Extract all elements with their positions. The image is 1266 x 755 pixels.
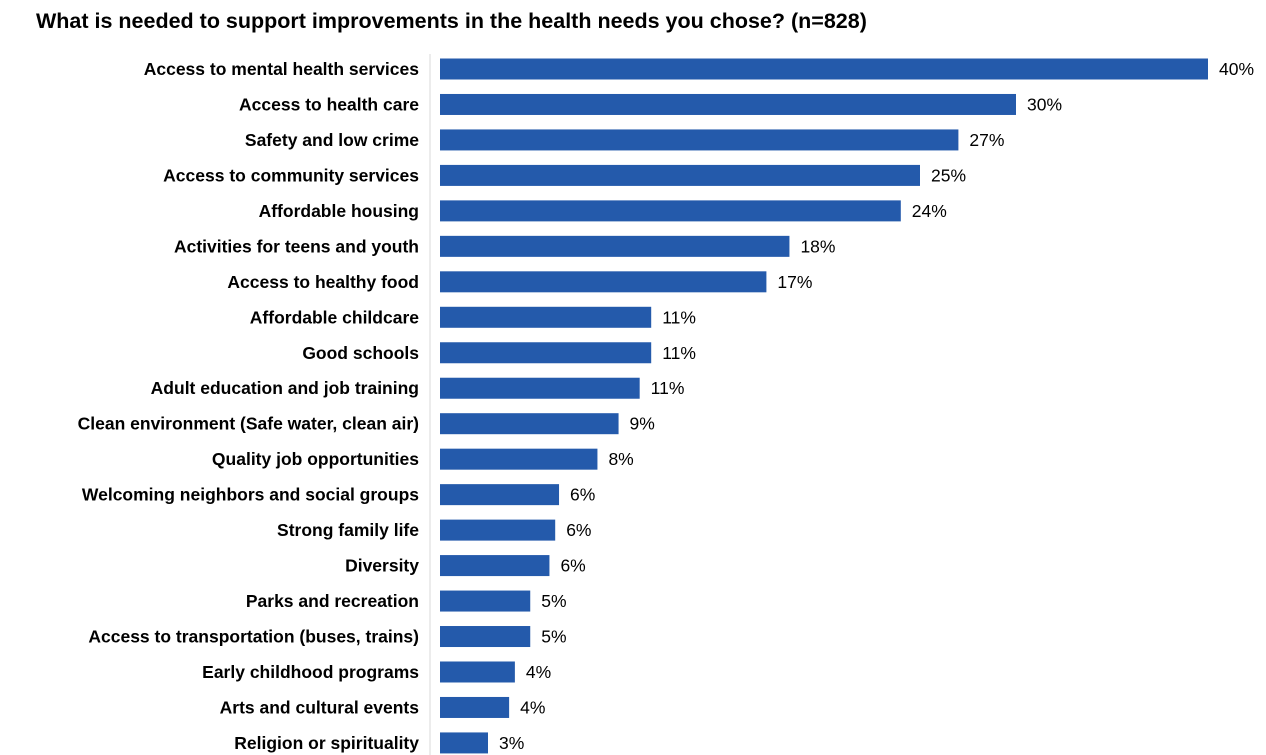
bar-clean-environment-safe-water-clean-air	[440, 413, 619, 435]
bar-affordable-housing	[440, 200, 901, 222]
category-label-welcoming-neighbors-and-social-groups: Welcoming neighbors and social groups	[82, 485, 419, 505]
category-label-quality-job-opportunities: Quality job opportunities	[212, 449, 419, 469]
bar-access-to-community-services	[440, 164, 920, 186]
value-label-quality-job-opportunities: 8%	[608, 449, 633, 469]
bar-adult-education-and-job-training	[440, 377, 640, 399]
value-label-affordable-housing: 24%	[912, 201, 947, 221]
bar-religion-or-spirituality	[440, 732, 488, 754]
category-label-affordable-housing: Affordable housing	[259, 201, 419, 221]
value-label-diversity: 6%	[560, 556, 585, 576]
bar-early-childhood-programs	[440, 661, 515, 683]
value-label-early-childhood-programs: 4%	[526, 662, 551, 682]
category-label-religion-or-spirituality: Religion or spirituality	[234, 733, 419, 753]
value-label-access-to-health-care: 30%	[1027, 94, 1062, 114]
bar-quality-job-opportunities	[440, 448, 598, 470]
value-label-activities-for-teens-and-youth: 18%	[800, 236, 835, 256]
category-label-access-to-transportation-buses-trains: Access to transportation (buses, trains)	[88, 627, 419, 647]
value-label-access-to-healthy-food: 17%	[777, 272, 812, 292]
category-label-activities-for-teens-and-youth: Activities for teens and youth	[174, 236, 419, 256]
value-label-adult-education-and-job-training: 11%	[651, 378, 685, 398]
bar-access-to-mental-health-services	[440, 58, 1208, 80]
category-label-parks-and-recreation: Parks and recreation	[246, 591, 419, 611]
bar-strong-family-life	[440, 519, 556, 541]
category-labels: Access to mental health services Access t…	[78, 59, 420, 753]
bars	[440, 58, 1208, 754]
value-label-strong-family-life: 6%	[566, 520, 591, 540]
category-label-diversity: Diversity	[345, 556, 419, 576]
value-label-safety-and-low-crime: 27%	[969, 130, 1004, 150]
category-label-arts-and-cultural-events: Arts and cultural events	[220, 697, 420, 717]
bar-activities-for-teens-and-youth	[440, 235, 790, 257]
category-label-adult-education-and-job-training: Adult education and job training	[151, 378, 419, 398]
bar-good-schools	[440, 342, 652, 364]
value-label-good-schools: 11%	[662, 343, 696, 363]
category-label-access-to-community-services: Access to community services	[163, 165, 419, 185]
bar-access-to-health-care	[440, 93, 1016, 115]
bar-access-to-transportation-buses-trains	[440, 626, 531, 648]
category-label-strong-family-life: Strong family life	[277, 520, 419, 540]
bar-diversity	[440, 555, 550, 577]
chart-title: What is needed to support improvements i…	[36, 9, 867, 33]
value-label-access-to-mental-health-services: 40%	[1219, 59, 1254, 79]
value-labels: 40% 30% 27%25% 24% 18% 17% 11% 11% 11% 9% 8% 6% 6% 6%…	[499, 59, 1254, 753]
value-label-arts-and-cultural-events: 4%	[520, 697, 545, 717]
category-label-good-schools: Good schools	[302, 343, 419, 363]
value-label-religion-or-spirituality: 3%	[499, 733, 524, 753]
value-label-access-to-transportation-buses-trains: 5%	[541, 627, 566, 647]
bar-affordable-childcare	[440, 306, 652, 328]
category-label-affordable-childcare: Affordable childcare	[250, 307, 419, 327]
category-label-safety-and-low-crime: Safety and low crime	[245, 130, 419, 150]
category-label-early-childhood-programs: Early childhood programs	[202, 662, 419, 682]
category-label-access-to-mental-health-services: Access to mental health services	[144, 59, 420, 79]
bar-welcoming-neighbors-and-social-groups	[440, 484, 560, 506]
value-label-parks-and-recreation: 5%	[541, 591, 566, 611]
bar-safety-and-low-crime	[440, 129, 959, 151]
category-label-access-to-healthy-food: Access to healthy food	[227, 272, 419, 292]
bar-parks-and-recreation	[440, 590, 531, 612]
value-label-welcoming-neighbors-and-social-groups: 6%	[570, 485, 595, 505]
bar-arts-and-cultural-events	[440, 696, 510, 718]
value-label-clean-environment-safe-water-clean-air: 9%	[630, 414, 655, 434]
value-label-access-to-community-services: 25%	[931, 165, 966, 185]
category-label-access-to-health-care: Access to health care	[239, 94, 419, 114]
value-label-affordable-childcare: 11%	[662, 307, 696, 327]
bar-access-to-healthy-food	[440, 271, 767, 293]
category-label-clean-environment-safe-water-clean-air: Clean environment (Safe water, clean air…	[78, 414, 419, 434]
